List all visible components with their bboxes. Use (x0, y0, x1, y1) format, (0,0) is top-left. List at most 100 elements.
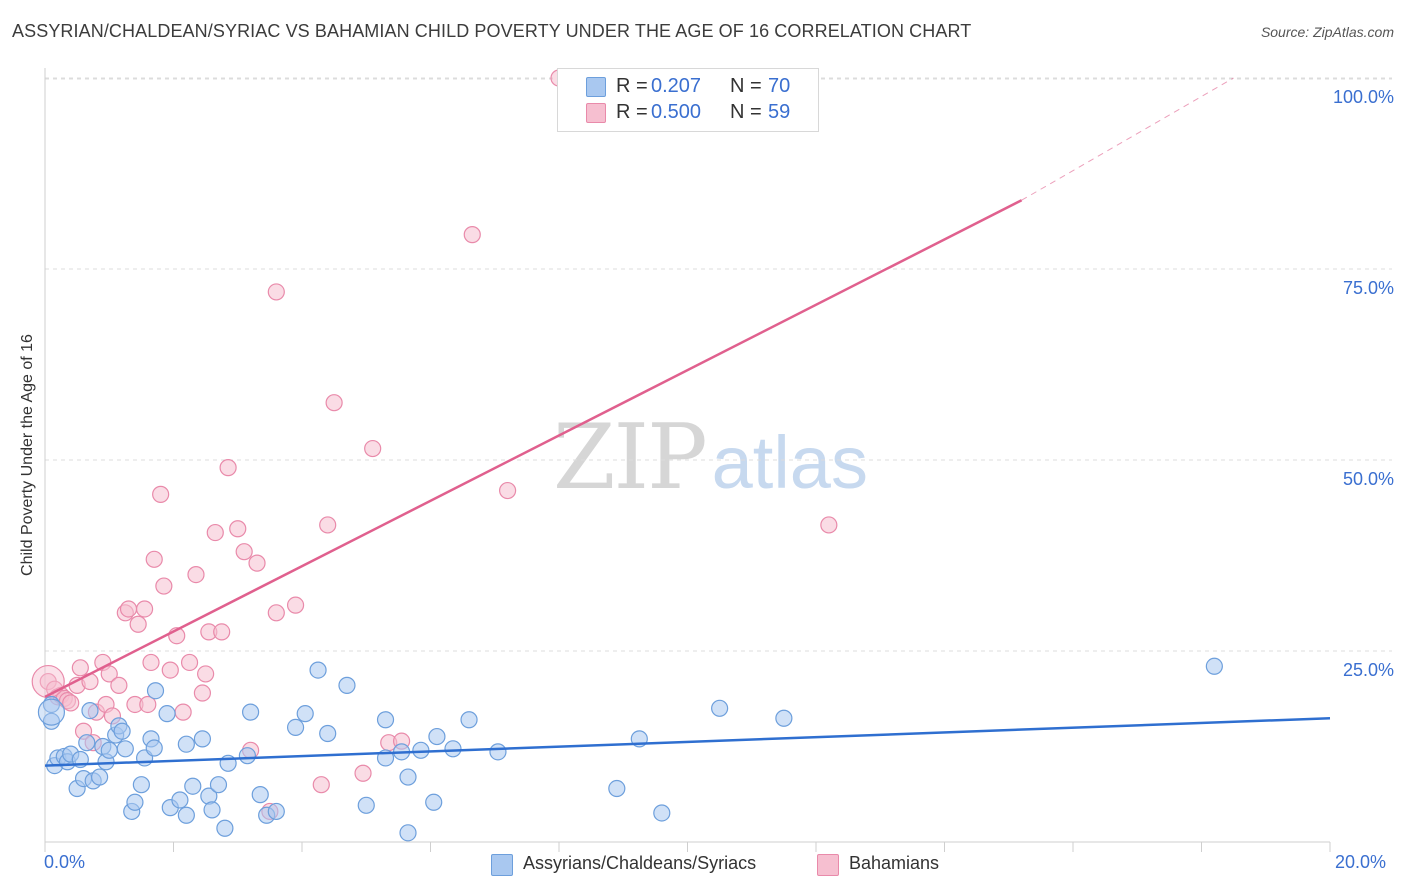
y-tick-100: 100.0% (1332, 87, 1394, 107)
bahamians-point (100, 665, 118, 683)
blue-swatch (586, 77, 606, 97)
chart-title: ASSYRIAN/CHALDEAN/SYRIAC VS BAHAMIAN CHI… (12, 21, 972, 41)
bahamians-point (110, 676, 128, 694)
y-tick-75: 75.0% (1342, 278, 1394, 298)
assyrians-point (42, 712, 61, 730)
assyrians-point (113, 722, 131, 740)
bahamians-point (229, 520, 247, 538)
n-label: N = (730, 75, 762, 97)
assyrians-point (203, 801, 221, 819)
bahamians-point (145, 550, 163, 568)
pink-swatch (586, 103, 606, 123)
bahamians-point (152, 485, 170, 503)
assyrians-point (100, 741, 118, 759)
assyrians-point (286, 718, 305, 737)
assyrians-points (37, 657, 1223, 842)
legend-row-bahamians: R = 0.500 N = 59 (558, 101, 816, 125)
bahamians-point (463, 226, 481, 244)
series-legend: Assyrians/Chaldeans/Syriacs Bahamians (0, 852, 1406, 878)
bahamians-point (325, 394, 343, 412)
bahamians-point (187, 565, 205, 584)
assyrians-point (251, 786, 269, 804)
assyrians-point (42, 695, 61, 714)
assyrians-point (146, 682, 165, 700)
bahamians-point (155, 577, 173, 595)
assyrians-point (428, 727, 446, 746)
bahamians-point (312, 776, 330, 794)
r-value: 0.207 (651, 75, 702, 97)
bahamians-point (499, 481, 517, 500)
bahamians-trend-line (44, 199, 1023, 698)
assyrians-point (177, 806, 195, 824)
assyrians-point (460, 711, 478, 729)
r-label: R = (616, 75, 648, 97)
assyrians-point (177, 735, 195, 753)
assyrians-point (425, 793, 443, 811)
assyrians-point (238, 747, 256, 765)
bahamians-point (139, 695, 157, 714)
assyrians-point (1205, 657, 1223, 675)
assyrians-point (78, 734, 96, 752)
assyrians-point (267, 802, 285, 821)
assyrians-point (309, 661, 327, 679)
assyrians-point (296, 705, 314, 723)
bahamians-point (219, 459, 237, 477)
axes (44, 68, 1331, 852)
bahamians-point (31, 664, 65, 699)
bahamians-point (197, 665, 215, 683)
assyrians-point (171, 791, 189, 809)
assyrians-point (126, 793, 144, 811)
assyrians-point (81, 701, 99, 720)
assyrians-point (216, 819, 234, 837)
assyrians-point (184, 777, 202, 795)
bahamians-point (820, 516, 838, 534)
legend-label-assyrians: Assyrians/Chaldeans/Syriacs (523, 853, 757, 873)
bahamians-point (206, 523, 224, 542)
assyrians-point (132, 776, 150, 794)
assyrians-point (711, 699, 729, 717)
bahamians-point (193, 684, 212, 702)
bahamians-point (180, 653, 199, 672)
assyrians-point (37, 698, 66, 726)
assyrians-point (399, 824, 417, 842)
assyrians-point (338, 676, 356, 694)
y-tick-50: 50.0% (1342, 469, 1394, 489)
assyrians-point (158, 705, 176, 723)
assyrians-point (209, 776, 228, 794)
assyrians-point (444, 740, 462, 758)
bahamians-point (129, 615, 147, 633)
assyrians-point (116, 740, 134, 758)
bahamians-point (174, 703, 192, 721)
legend-row-assyrians: R = 0.207 N = 70 (558, 75, 816, 99)
assyrians-point (357, 796, 375, 814)
bahamians-point (364, 439, 382, 458)
bahamians-point (248, 554, 266, 572)
bahamians-point (286, 596, 305, 614)
x-tick-20: 20.0% (1335, 852, 1387, 872)
x-tick-0: 0.0% (44, 852, 86, 872)
n-label: N = (730, 101, 762, 123)
r-value: 0.500 (651, 101, 702, 123)
pink-swatch (817, 854, 839, 876)
y-tick-25: 25.0% (1342, 660, 1394, 680)
n-value: 59 (768, 101, 791, 123)
assyrians-point (376, 711, 395, 729)
bahamians-point (161, 661, 179, 679)
bahamians-point (142, 653, 160, 672)
correlation-legend: R = 0.207 N = 70 R = 0.500 N = 59 (557, 68, 819, 132)
assyrians-point (193, 730, 212, 748)
assyrians-point (399, 768, 417, 786)
assyrians-point (319, 724, 337, 743)
bahamians-point (119, 600, 138, 618)
bahamians-point (235, 543, 253, 561)
assyrians-point (489, 743, 507, 761)
assyrians-point (653, 804, 671, 822)
bahamians-point (62, 694, 80, 712)
assyrians-point (91, 768, 109, 786)
bahamians-point (267, 604, 285, 622)
watermark-zip: ZIP (553, 405, 708, 510)
bahamians-point (71, 659, 89, 677)
gridlines (45, 77, 1392, 652)
assyrians-point (242, 703, 260, 721)
